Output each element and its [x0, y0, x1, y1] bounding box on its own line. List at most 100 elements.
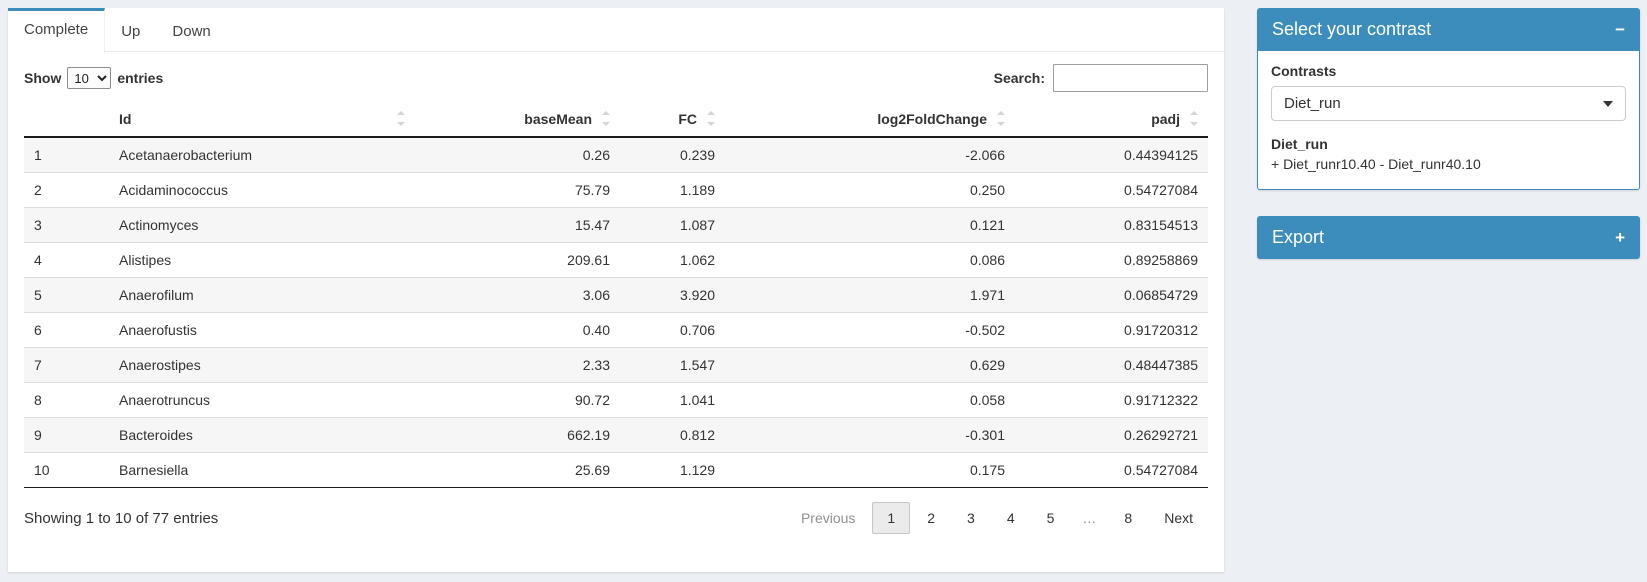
cell-log2foldchange: 0.058: [725, 382, 1015, 418]
cell-fc: 0.812: [620, 417, 725, 453]
sort-icon: [707, 111, 716, 126]
cell-padj: 0.91712322: [1015, 382, 1208, 418]
cell-padj: 0.54727084: [1015, 452, 1208, 488]
cell-basemean: 75.79: [415, 172, 620, 208]
contrasts-label: Contrasts: [1271, 63, 1337, 79]
pagination-button-3[interactable]: 3: [967, 510, 975, 526]
table-row: 2 Acidaminococcus 75.79 1.189 0.250 0.5472708…: [24, 172, 1208, 208]
cell-log2foldchange: 0.250: [725, 172, 1015, 208]
cell-id: Acetanaerobacterium: [109, 137, 415, 173]
contrast-panel-title: Select your contrast: [1272, 19, 1432, 39]
search-input[interactable]: [1053, 64, 1208, 92]
cell-log2foldchange: -0.301: [725, 417, 1015, 453]
cell-id: Actinomyces: [109, 207, 415, 243]
cell-fc: 1.087: [620, 207, 725, 243]
cell-log2foldchange: 0.629: [725, 347, 1015, 383]
cell-log2foldchange: -0.502: [725, 312, 1015, 348]
show-label: Show: [24, 70, 62, 86]
table-row: 3 Actinomyces 15.47 1.087 0.121 0.83154513: [24, 207, 1208, 243]
cell-basemean: 25.69: [415, 452, 620, 488]
tab-up[interactable]: Up: [121, 23, 141, 40]
cell-id: Anaerofilum: [109, 277, 415, 313]
table-row: 9 Bacteroides 662.19 0.812 -0.301 0.26292721: [24, 417, 1208, 453]
cell-id: Anaerotruncus: [109, 382, 415, 418]
results-box: Complete Up Down Show 10 entries Search:: [8, 8, 1224, 572]
table-row: 8 Anaerotruncus 90.72 1.041 0.058 0.91712322: [24, 382, 1208, 418]
tab-down[interactable]: Down: [172, 23, 211, 40]
expand-plus-icon[interactable]: +: [1615, 228, 1625, 248]
row-index: 6: [24, 312, 109, 348]
export-panel-header: Export +: [1257, 216, 1640, 260]
row-index: 8: [24, 382, 109, 418]
row-index: 2: [24, 172, 109, 208]
table-panel: Show 10 entries Search: Id: [8, 52, 1224, 534]
page-length-select[interactable]: 10: [67, 67, 112, 89]
table-row: 7 Anaerostipes 2.33 1.547 0.629 0.48447385: [24, 347, 1208, 383]
col-header-id[interactable]: Id: [109, 102, 415, 138]
cell-basemean: 0.40: [415, 312, 620, 348]
export-panel-title: Export: [1272, 227, 1325, 248]
pagination-button-2[interactable]: 2: [927, 510, 936, 526]
table-info: Showing 1 to 10 of 77 entries: [24, 510, 219, 527]
tab-complete[interactable]: Complete: [8, 8, 106, 53]
sort-icon: [997, 111, 1006, 126]
cell-padj: 0.26292721: [1015, 417, 1208, 453]
row-index: 9: [24, 417, 109, 453]
row-index: 3: [24, 207, 109, 243]
page-length-control: Show 10 entries: [24, 67, 163, 89]
row-index: 10: [24, 452, 109, 488]
table-row: 10 Barnesiella 25.69 1.129 0.175 0.54727084: [24, 452, 1208, 488]
table-body: 1 Acetanaerobacterium 0.26 0.239 -2.066 0.443…: [24, 137, 1208, 488]
entries-label: entries: [117, 70, 164, 86]
table-row: 1 Acetanaerobacterium 0.26 0.239 -2.066 0.443…: [24, 137, 1208, 173]
cell-fc: 1.129: [620, 452, 725, 488]
cell-fc: 1.062: [620, 242, 725, 278]
table-row: 6 Anaerofustis 0.40 0.706 -0.502 0.91720312: [24, 312, 1208, 348]
search-label: Search:: [993, 70, 1045, 86]
cell-basemean: 0.26: [415, 137, 620, 173]
cell-log2foldchange: 0.086: [725, 242, 1015, 278]
col-header-basemean[interactable]: baseMean: [415, 102, 620, 138]
sort-icon: [397, 111, 406, 126]
sort-icon: [1190, 111, 1199, 126]
row-index: 4: [24, 242, 109, 278]
cell-fc: 1.547: [620, 347, 725, 383]
pagination-button-previous[interactable]: Previous: [800, 510, 856, 526]
table-row: 5 Anaerofilum 3.06 3.920 1.971 0.06854729: [24, 277, 1208, 313]
cell-padj: 0.06854729: [1015, 277, 1208, 313]
row-index: 1: [24, 137, 109, 173]
cell-fc: 1.041: [620, 382, 725, 418]
contrast-panel-body: Contrasts Diet_run Diet_run + Diet_runr1…: [1257, 51, 1640, 191]
col-header-fc[interactable]: FC: [620, 102, 725, 138]
cell-id: Alistipes: [109, 242, 415, 278]
pagination-button-next[interactable]: Next: [1164, 510, 1193, 526]
cell-basemean: 3.06: [415, 277, 620, 313]
cell-id: Anaerofustis: [109, 312, 415, 348]
cell-log2foldchange: 0.175: [725, 452, 1015, 488]
cell-id: Barnesiella: [109, 452, 415, 488]
cell-id: Bacteroides: [109, 417, 415, 453]
cell-basemean: 90.72: [415, 382, 620, 418]
table-header-row: Id baseMean FC log2FoldChange: [24, 102, 1208, 138]
cell-log2foldchange: -2.066: [725, 137, 1015, 173]
contrast-select[interactable]: Diet_run: [1271, 86, 1626, 121]
row-index: 7: [24, 347, 109, 383]
cell-log2foldchange: 0.121: [725, 207, 1015, 243]
pagination-ellipsis: …: [1082, 510, 1097, 526]
col-header-log2foldchange[interactable]: log2FoldChange: [725, 102, 1015, 138]
sort-icon: [602, 111, 611, 126]
pagination-button-5[interactable]: 5: [1046, 510, 1055, 526]
cell-padj: 0.83154513: [1015, 207, 1208, 243]
pagination-button-8[interactable]: 8: [1124, 510, 1133, 526]
contrast-name: Diet_run: [1271, 136, 1328, 152]
contrast-panel: Select your contrast − Contrasts Diet_ru…: [1257, 8, 1640, 191]
cell-fc: 0.239: [620, 137, 725, 173]
pagination-button-4[interactable]: 4: [1006, 510, 1015, 526]
contrast-formula: + Diet_runr10.40 - Diet_runr40.10: [1271, 155, 1481, 172]
pagination-button-1[interactable]: 1: [872, 502, 911, 534]
pagination: Previous 1 2 3 4 5 … 8 Next: [784, 490, 1208, 534]
col-header-padj[interactable]: padj: [1015, 102, 1208, 138]
cell-log2foldchange: 1.971: [725, 277, 1015, 313]
cell-padj: 0.48447385: [1015, 347, 1208, 383]
collapse-minus-icon[interactable]: −: [1615, 20, 1625, 39]
